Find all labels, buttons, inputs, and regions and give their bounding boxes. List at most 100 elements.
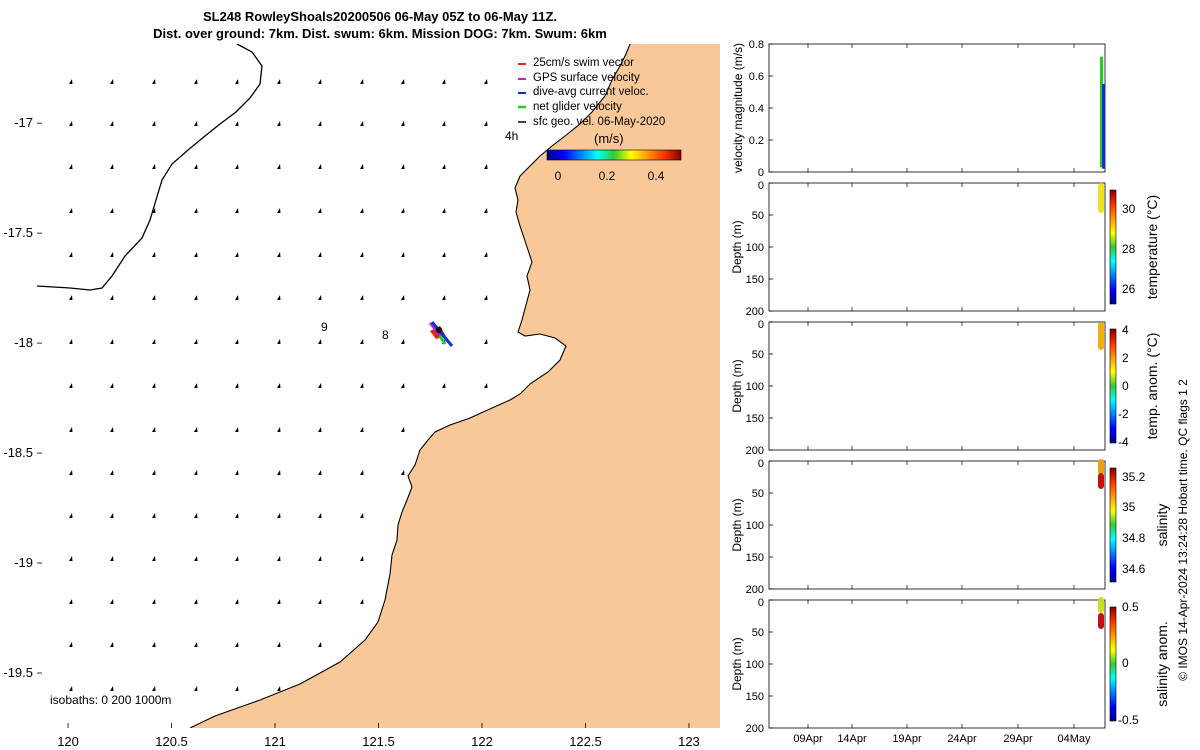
depth-ytick-label: 0: [758, 597, 764, 609]
sfc-velocity-arrow: [401, 427, 405, 432]
sfc-velocity-arrow: [69, 470, 73, 475]
sfc-velocity-arrow: [110, 383, 114, 388]
coastline: [189, 44, 631, 728]
sfc-velocity-arrow: [152, 599, 156, 604]
velocity-ylabel: velocity magnitude (m/s): [731, 43, 745, 173]
depth-ytick-label: 50: [752, 210, 764, 222]
sfc-velocity-arrow: [69, 208, 73, 213]
legend-swim-label: 25cm/s swim vector: [533, 57, 634, 69]
sfc-velocity-arrow: [110, 556, 114, 561]
sfc-velocity-arrow: [277, 383, 281, 388]
sfc-velocity-arrow: [277, 164, 281, 169]
glider-velocity-mark: [438, 335, 447, 345]
map-xtick-label: 122.5: [569, 734, 602, 749]
sfc-velocity-arrow: [442, 121, 446, 126]
velocity-ytick-label: 0: [758, 167, 764, 179]
salinity-colorbar-tick-35.2: 35.2: [1122, 470, 1146, 484]
sfc-velocity-arrow: [235, 208, 239, 213]
salinity-anomaly-colorbar-tick-0: 0: [1122, 656, 1129, 670]
sfc-velocity-arrow: [194, 339, 198, 344]
sfc-velocity-arrow: [318, 470, 322, 475]
sfc-velocity-arrow: [318, 339, 322, 344]
sfc-velocity-arrow: [194, 513, 198, 518]
depth-ytick-label: 50: [752, 349, 764, 361]
sfc-velocity-arrow: [110, 252, 114, 257]
sfc-velocity-arrow: [360, 208, 364, 213]
map-panel: 9 8 120 120.5 121 121.5 122 122.5 123 -17 -17.5 -…: [3, 44, 720, 749]
sfc-velocity-arrow: [194, 121, 198, 126]
sfc-velocity-arrow: [235, 470, 239, 475]
sfc-velocity-arrow: [152, 470, 156, 475]
map-xtick-label: 120: [57, 734, 79, 749]
sfc-velocity-arrow: [235, 556, 239, 561]
track-label-9: 9: [321, 320, 328, 334]
sfc-velocity-arrow: [110, 295, 114, 300]
legend-gps-label: GPS surface velocity: [533, 72, 640, 84]
sfc-velocity-arrow: [442, 295, 446, 300]
sfc-velocity-arrow: [484, 295, 488, 300]
sfc-velocity-arrow: [360, 599, 364, 604]
date-tick-label: 24Apr: [947, 733, 977, 745]
sfc-velocity-arrow: [69, 686, 73, 691]
sfc-velocity-arrow: [277, 686, 281, 691]
isobaths-label: isobaths: 0 200 1000m: [50, 693, 171, 707]
sfc-velocity-arrow: [110, 121, 114, 126]
sfc-velocity-arrow: [194, 427, 198, 432]
salinity-anomaly-profile-lower: [1098, 613, 1104, 629]
temperature-colorbar: [1109, 189, 1117, 305]
temperature-ylabel: Depth (m): [730, 220, 744, 273]
sfc-velocity-arrow: [277, 295, 281, 300]
salinity-colorbar-tick-34.6: 34.6: [1122, 562, 1146, 576]
depth-ytick-label: 0: [758, 180, 764, 192]
map-ytick-label: -19: [14, 555, 33, 570]
sfc-velocity-arrow: [152, 383, 156, 388]
track-label-8: 8: [382, 328, 389, 342]
temp-anomaly-axes-box: [768, 321, 1106, 451]
temp-anomaly-profile: [1098, 322, 1104, 350]
sfc-velocity-arrow: [442, 79, 446, 84]
sfc-velocity-arrow: [484, 383, 488, 388]
sfc-velocity-arrow: [277, 470, 281, 475]
sfc-velocity-arrow: [318, 642, 322, 647]
sfc-velocity-arrow: [110, 470, 114, 475]
temperature-colorbar-tick-30: 30: [1122, 202, 1136, 216]
colorbar-title: (m/s): [594, 131, 624, 146]
map-ytick-label: -18: [14, 335, 33, 350]
sfc-velocity-arrow: [442, 164, 446, 169]
salinity-anomaly-colorbar-tick-0.5: 0.5: [1122, 600, 1139, 614]
depth-yticks: 0501001502000501001502000501001502000501…: [746, 180, 773, 735]
map-xtick-label: 123: [678, 734, 700, 749]
surface-velocity-arrows: [69, 79, 488, 691]
sfc-velocity-arrow: [235, 686, 239, 691]
sfc-velocity-arrow: [110, 599, 114, 604]
salinity-colorbar-tick-34.8: 34.8: [1122, 531, 1146, 545]
sfc-velocity-arrow: [110, 208, 114, 213]
legend-item-glider: net glider velocity: [518, 101, 622, 113]
sfc-velocity-arrow: [194, 383, 198, 388]
sfc-velocity-arrow: [69, 383, 73, 388]
sfc-velocity-arrow: [152, 79, 156, 84]
sfc-velocity-arrow: [360, 339, 364, 344]
salinity-anomaly-panel: Depth (m) 0.5 0 -0.5 salinity anom.: [730, 597, 1170, 729]
sfc-velocity-arrow: [235, 513, 239, 518]
sfc-velocity-arrow: [194, 252, 198, 257]
sfc-velocity-arrow: [110, 642, 114, 647]
sfc-velocity-arrow: [69, 252, 73, 257]
salinity-colorbar-label: salinity: [1154, 504, 1170, 547]
glider-track: [429, 321, 454, 347]
sfc-velocity-arrow: [360, 295, 364, 300]
sfc-velocity-arrow: [69, 121, 73, 126]
sfc-velocity-arrow: [69, 427, 73, 432]
sfc-velocity-arrow: [152, 208, 156, 213]
sfc-velocity-arrow: [152, 686, 156, 691]
map-xtick-label: 122: [471, 734, 493, 749]
sfc-velocity-arrow: [401, 79, 405, 84]
sfc-velocity-arrow: [110, 79, 114, 84]
velocity-ytick-label: 0.8: [749, 39, 764, 51]
sfc-velocity-arrow: [360, 383, 364, 388]
depth-ytick-label: 200: [746, 584, 764, 596]
salinity-colorbar: [1109, 467, 1117, 583]
sfc-velocity-arrow: [110, 339, 114, 344]
sfc-velocity-arrow: [401, 295, 405, 300]
